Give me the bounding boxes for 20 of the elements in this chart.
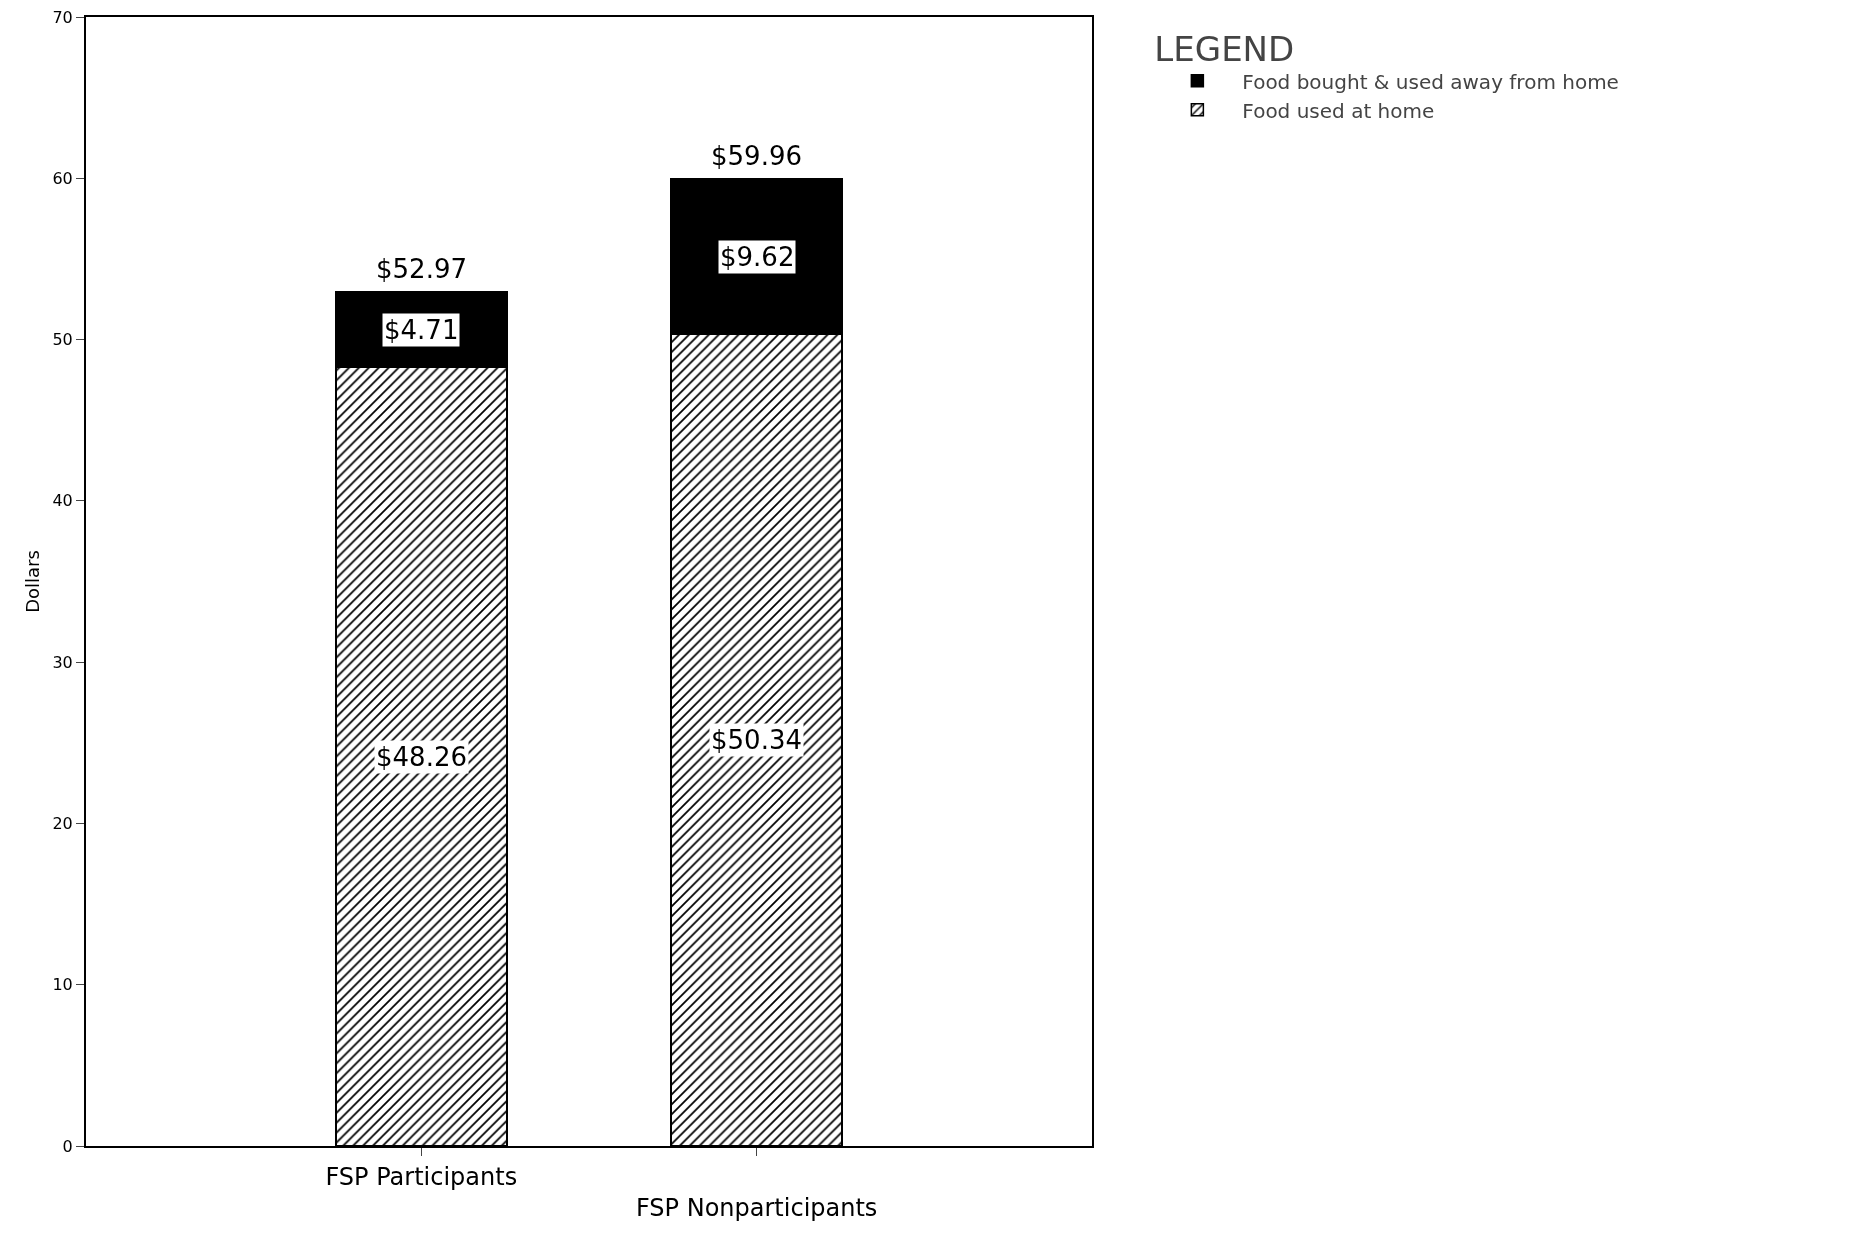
x-tick-label: FSP Nonparticipants — [635, 1194, 878, 1222]
y-tick-label: 30 — [52, 652, 73, 672]
y-tick-label: 50 — [52, 330, 73, 350]
data-label: $50.34 — [711, 725, 802, 755]
y-tick-label: 70 — [52, 7, 73, 27]
data-label: $4.71 — [384, 315, 459, 345]
y-tick-label: 10 — [52, 975, 73, 995]
y-axis-title: Dollars — [22, 550, 43, 613]
x-tick-label: FSP Participants — [325, 1162, 518, 1191]
data-label: $9.62 — [720, 242, 795, 272]
y-tick-label: 20 — [52, 814, 73, 834]
y-tick-label: 40 — [52, 491, 73, 511]
legend-title: LEGEND — [1154, 29, 1295, 70]
legend-label: Food bought & used away from home — [1242, 69, 1619, 94]
y-tick-label: 60 — [52, 168, 73, 188]
total-label: $59.96 — [711, 141, 802, 171]
data-label: $48.26 — [376, 742, 467, 772]
y-tick-label: 0 — [62, 1136, 73, 1156]
text: Food used at home — [1242, 98, 1435, 123]
total-label: $52.97 — [376, 254, 467, 284]
